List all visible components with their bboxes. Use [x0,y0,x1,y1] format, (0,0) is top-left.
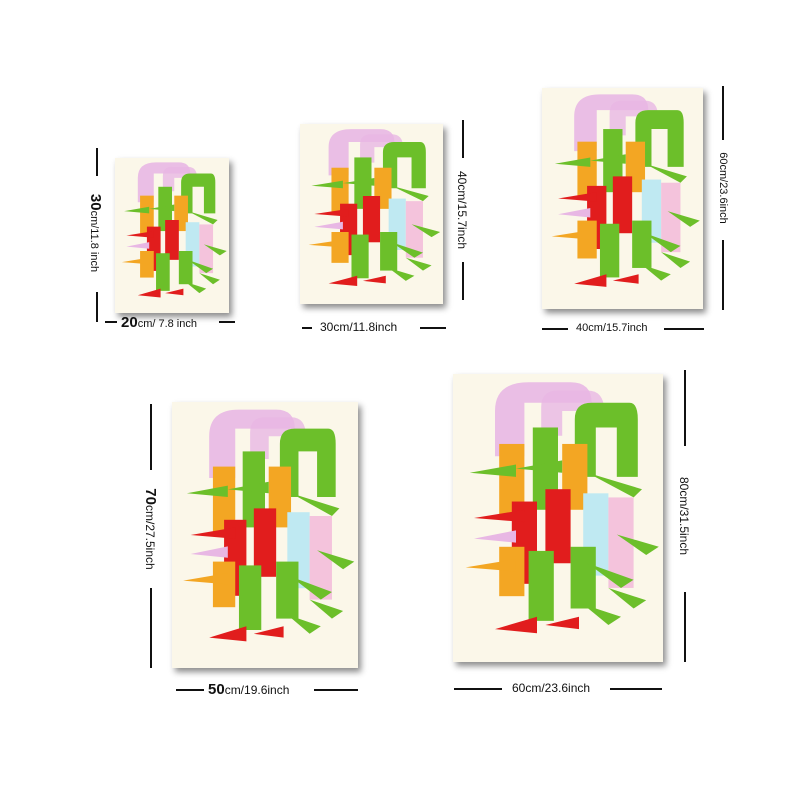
height-line-top [150,404,152,470]
width-line-right [610,688,662,690]
width-label-50x70: 50cm/19.6inch [208,681,290,698]
width-line-right [219,321,235,323]
height-line-top [96,148,98,176]
width-line-left [542,328,568,330]
height-line-bottom [684,592,686,662]
width-label-20x30: 20cm/ 7.8 inch [121,314,197,331]
poster-30x40 [300,124,443,304]
height-line-top [722,86,724,140]
width-label-60x80: 60cm/23.6inch [512,681,591,695]
width-line-left [302,327,312,329]
width-line-left [105,321,117,323]
artwork-image [115,158,229,313]
poster-60x80 [453,374,663,662]
width-line-right [314,689,358,691]
width-label-40x60: 40cm/15.7inch [576,322,648,334]
height-line-bottom [722,240,724,310]
height-line-bottom [462,262,464,300]
height-label-60x80: 80cm/31.5inch [677,476,691,556]
width-line-right [420,327,446,329]
height-label-30x40: 40cm/15.7inch [455,170,469,250]
poster-50x70 [172,402,358,668]
artwork-image [453,374,663,662]
height-line-top [684,370,686,446]
artwork-image [542,88,703,309]
artwork-image [300,124,443,304]
poster-20x30 [115,158,229,313]
height-label-20x30: 30cm/11.8 inch [87,193,104,273]
height-label-50x70: 70cm/27.5inch [142,488,159,570]
poster-40x60 [542,88,703,309]
artwork-image [172,402,358,668]
height-line-bottom [150,588,152,668]
width-line-right [664,328,704,330]
width-label-30x40: 30cm/11.8inch [320,320,398,334]
width-line-left [176,689,204,691]
height-line-top [462,120,464,158]
height-line-bottom [96,292,98,322]
height-label-40x60: 60cm/23.6inch [717,152,729,224]
width-line-left [454,688,502,690]
